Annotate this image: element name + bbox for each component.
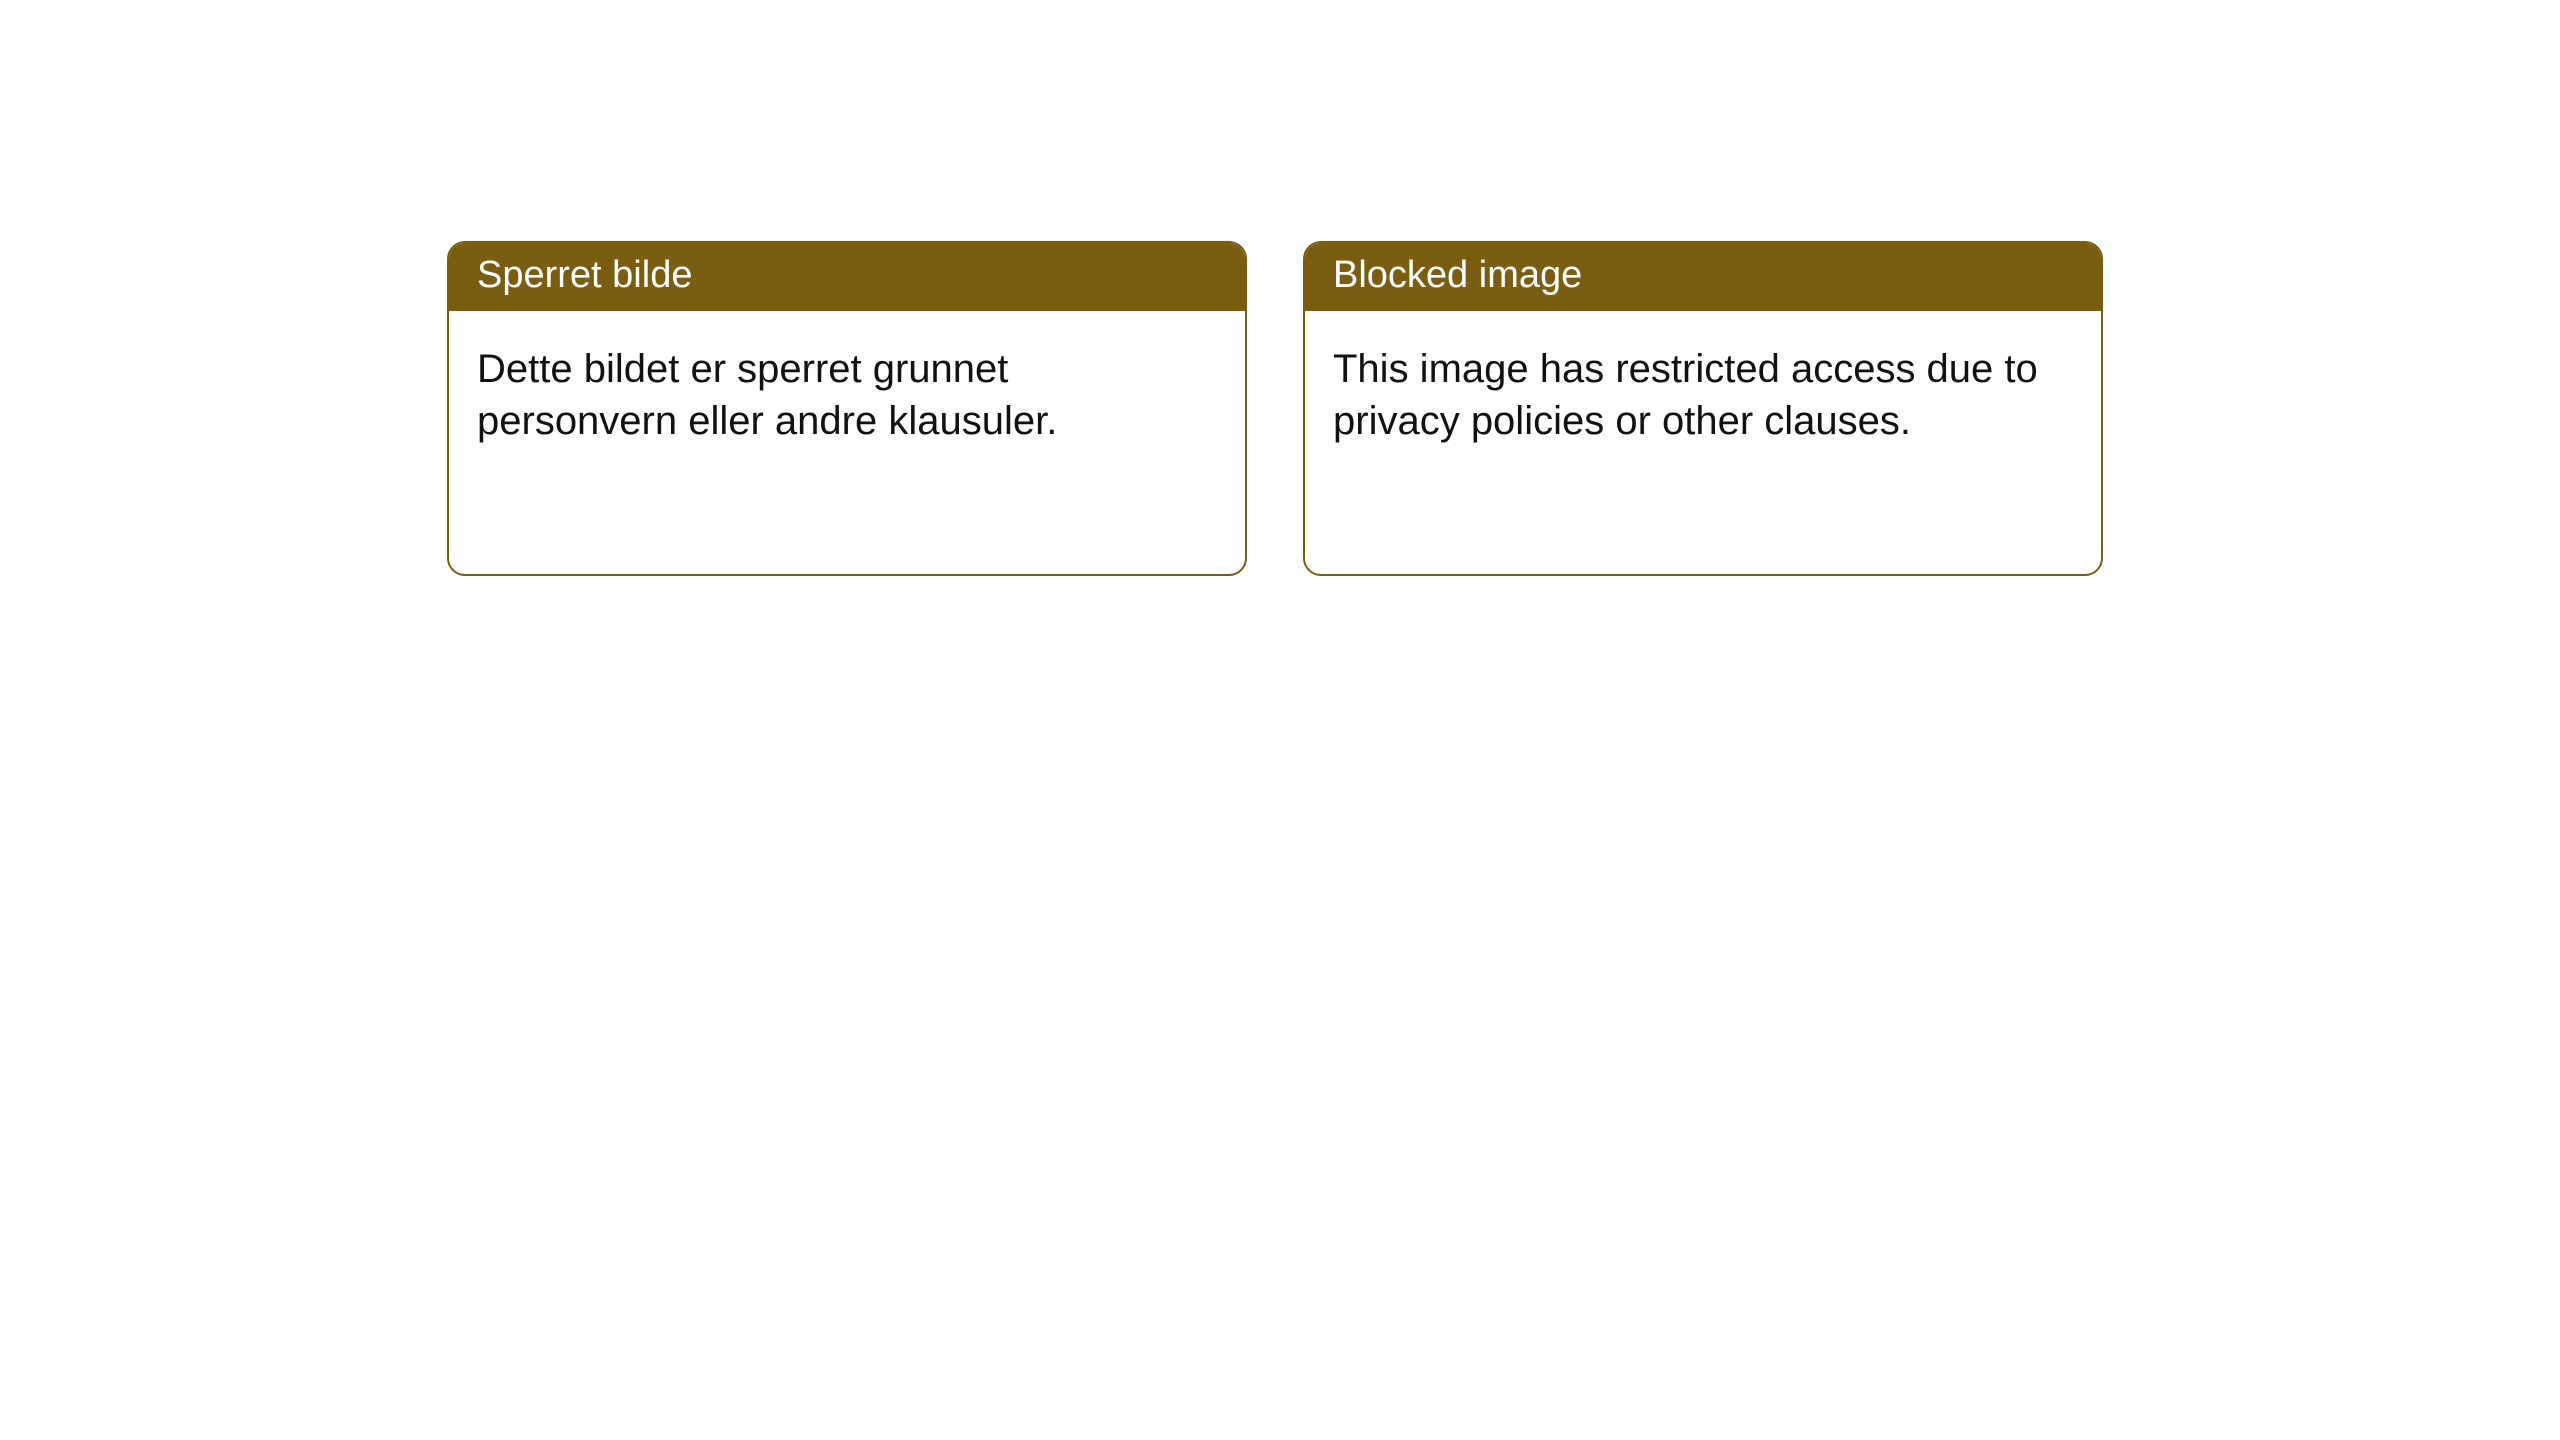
- card-title: Sperret bilde: [477, 254, 692, 296]
- card-header: Sperret bilde: [449, 243, 1245, 311]
- card-title: Blocked image: [1333, 254, 1582, 296]
- notice-card-norwegian: Sperret bilde Dette bildet er sperret gr…: [447, 241, 1247, 576]
- card-header: Blocked image: [1305, 243, 2101, 311]
- notice-cards-container: Sperret bilde Dette bildet er sperret gr…: [447, 241, 2103, 576]
- notice-card-english: Blocked image This image has restricted …: [1303, 241, 2103, 576]
- card-body: This image has restricted access due to …: [1305, 311, 2101, 475]
- card-body: Dette bildet er sperret grunnet personve…: [449, 311, 1245, 475]
- card-body-text: This image has restricted access due to …: [1333, 347, 2038, 443]
- card-body-text: Dette bildet er sperret grunnet personve…: [477, 347, 1057, 443]
